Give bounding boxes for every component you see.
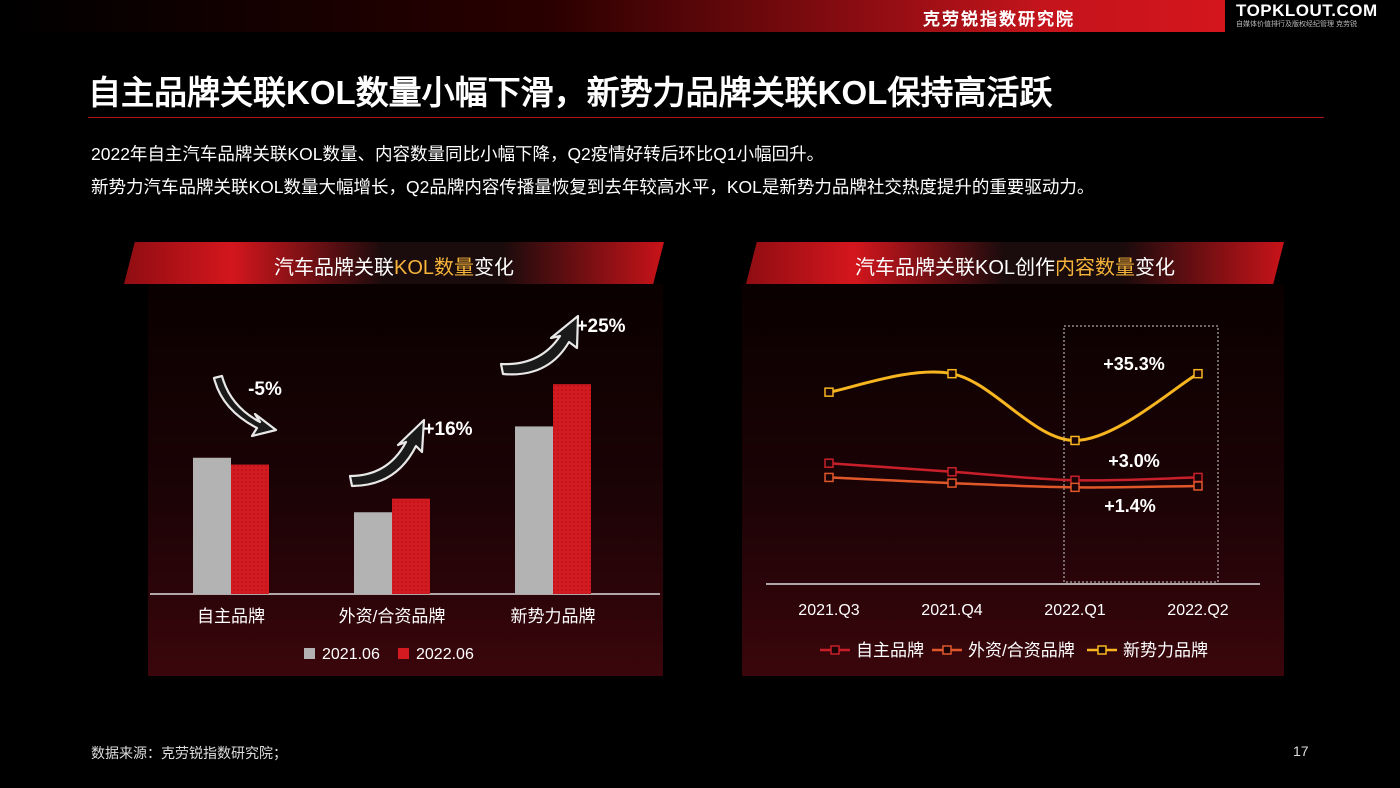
legend-swatch-2022.06 [398,648,409,659]
point-外资/合资品牌 [1193,481,1203,491]
line-新势力品牌 [828,370,1199,442]
bar-texture [231,464,269,594]
point-新势力品牌 [947,368,957,379]
header-band: 克劳锐指数研究院 [0,0,1225,32]
legend-label: 外资/合资品牌 [968,641,1075,660]
title-divider [88,117,1324,118]
bar-2021.06-0 [193,457,231,594]
x-tick-label: 2022.Q2 [1167,602,1228,619]
legend-marker [942,645,952,655]
content-count-panel-title: 汽车品牌关联KOL创作内容数量变化 [854,257,1176,279]
change-label: +25% [576,316,625,337]
point-自主品牌 [947,466,957,477]
point-外资/合资品牌 [1070,482,1080,493]
kol-count-panel: 自主品牌 外资/合资品牌 新势力品牌 -5% +16% +25% 2021.06 2022.0… [148,284,663,676]
kol-count-panel-title: 汽车品牌关联KOL数量变化 [273,257,515,279]
point-自主品牌 [1193,472,1203,483]
data-source: 数据来源：克劳锐指数研究院； [91,745,287,761]
point-新势力品牌 [1070,435,1080,446]
growth-arrow-2 [499,314,580,376]
legend-label: 2021.06 [322,646,380,663]
point-外资/合资品牌 [824,472,834,483]
x-tick-label: 新势力品牌 [511,607,596,626]
x-tick-label: 2021.Q4 [921,602,982,619]
point-自主品牌 [824,458,834,468]
point-外资/合资品牌 [947,478,957,488]
bar-texture [553,384,591,594]
legend-label: 2022.06 [416,646,474,663]
x-tick-label: 2021.Q3 [798,602,859,619]
content-count-panel-header: 汽车品牌关联KOL创作内容数量变化 [746,242,1284,284]
page-title: 自主品牌关联KOL数量小幅下滑，新势力品牌关联KOL保持高活跃 [88,74,1053,111]
x-tick-label: 2022.Q1 [1044,602,1105,619]
brand-subtitle: 自媒体价值排行及版权经纪管理 克劳锐 [1236,21,1357,28]
x-tick-label: 外资/合资品牌 [339,607,446,626]
bar-2021.06-1 [354,512,392,594]
line-外资/合资品牌 [828,476,1199,489]
bar-2021.06-2 [515,426,553,594]
page-number: 17 [1293,743,1309,759]
point-新势力品牌 [824,387,834,397]
change-label: +16% [423,419,472,440]
brand-name: TOPKLOUT.COM [1236,1,1378,20]
change-label: +35.3% [1103,354,1165,374]
content-count-line-chart: 2021.Q3 2021.Q4 2022.Q1 2022.Q2 +35.3% +3.0% +… [766,325,1260,660]
change-label: -5% [248,379,282,400]
summary-line-2: 新势力汽车品牌关联KOL数量大幅增长，Q2品牌内容传播量恢复到去年较高水平，KO… [91,177,1095,197]
x-tick-label: 自主品牌 [197,607,265,626]
change-label: +1.4% [1104,496,1156,516]
point-新势力品牌 [1193,368,1203,379]
bar-texture [392,498,430,594]
legend-label: 新势力品牌 [1123,641,1208,660]
summary-line-1: 2022年自主汽车品牌关联KOL数量、内容数量同比小幅下降，Q2疫情好转后环比Q… [91,144,825,164]
growth-arrow-0 [212,374,278,438]
kol-count-panel-header: 汽车品牌关联KOL数量变化 [124,242,664,284]
brand-logo: TOPKLOUT.COM 自媒体价值排行及版权经纪管理 克劳锐 [1236,2,1396,30]
line-自主品牌 [828,461,1199,482]
change-label: +3.0% [1108,451,1160,471]
kol-count-bar-chart: 自主品牌 外资/合资品牌 新势力品牌 -5% +16% +25% 2021.06 2022.0… [150,314,660,663]
content-count-panel: 2021.Q3 2021.Q4 2022.Q1 2022.Q2 +35.3% +3.0% +… [742,284,1284,676]
legend-marker [830,645,840,655]
legend-label: 自主品牌 [856,641,924,660]
highlight-box [1063,325,1219,583]
growth-arrow-1 [348,418,426,488]
legend-marker [1097,645,1107,655]
institute-name: 克劳锐指数研究院 [923,10,1075,29]
legend-swatch-2021.06 [304,648,315,659]
